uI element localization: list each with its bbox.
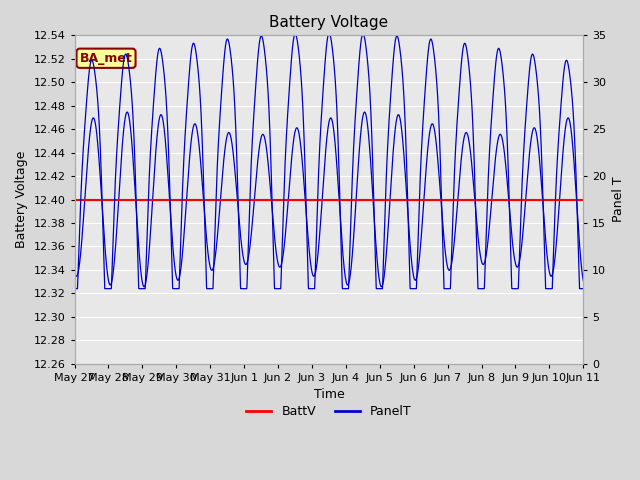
- Y-axis label: Panel T: Panel T: [612, 177, 625, 222]
- Legend: BattV, PanelT: BattV, PanelT: [241, 400, 417, 423]
- Title: Battery Voltage: Battery Voltage: [269, 15, 388, 30]
- Y-axis label: Battery Voltage: Battery Voltage: [15, 151, 28, 248]
- X-axis label: Time: Time: [314, 388, 344, 401]
- Text: BA_met: BA_met: [79, 52, 132, 65]
